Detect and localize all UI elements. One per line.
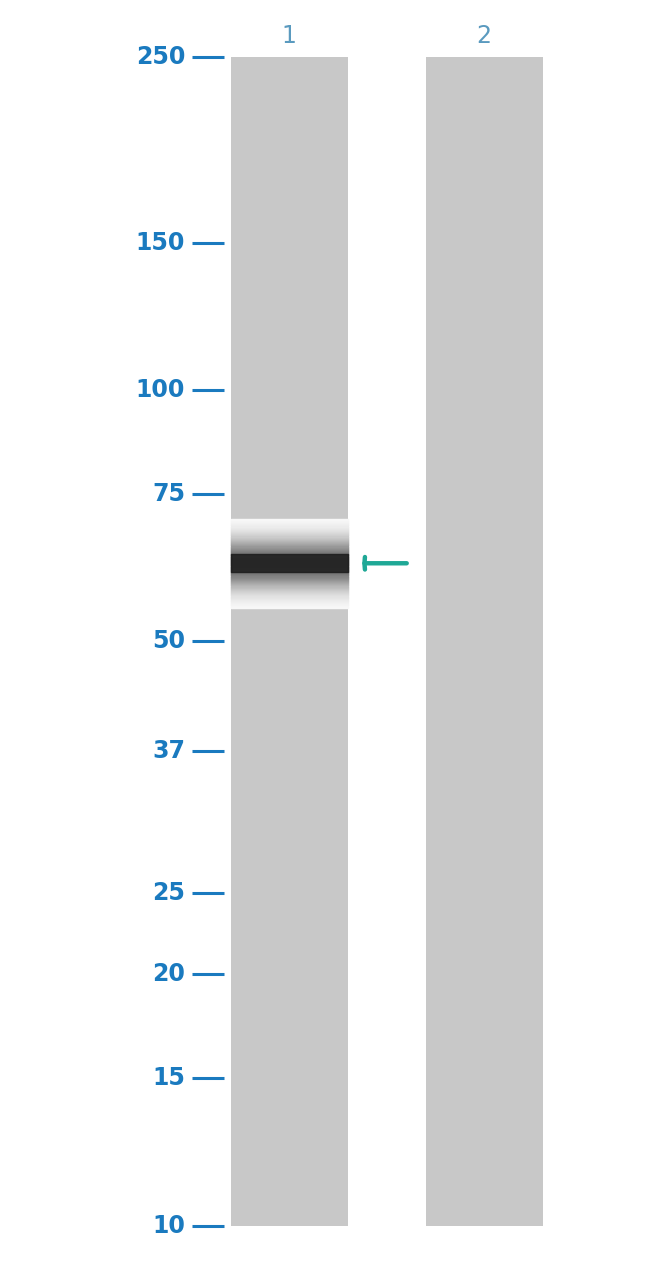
Text: 50: 50 xyxy=(152,630,185,653)
Text: 1: 1 xyxy=(282,24,296,47)
Bar xyxy=(426,57,543,1226)
Text: 25: 25 xyxy=(152,881,185,906)
Text: 37: 37 xyxy=(152,739,185,763)
Text: 15: 15 xyxy=(152,1067,185,1091)
Text: 250: 250 xyxy=(136,46,185,69)
Text: 150: 150 xyxy=(136,231,185,254)
Text: 20: 20 xyxy=(152,961,185,986)
Text: 2: 2 xyxy=(476,24,492,47)
Text: 75: 75 xyxy=(152,483,185,507)
Text: 100: 100 xyxy=(136,377,185,401)
Text: 10: 10 xyxy=(152,1214,185,1237)
Bar xyxy=(231,57,348,1226)
